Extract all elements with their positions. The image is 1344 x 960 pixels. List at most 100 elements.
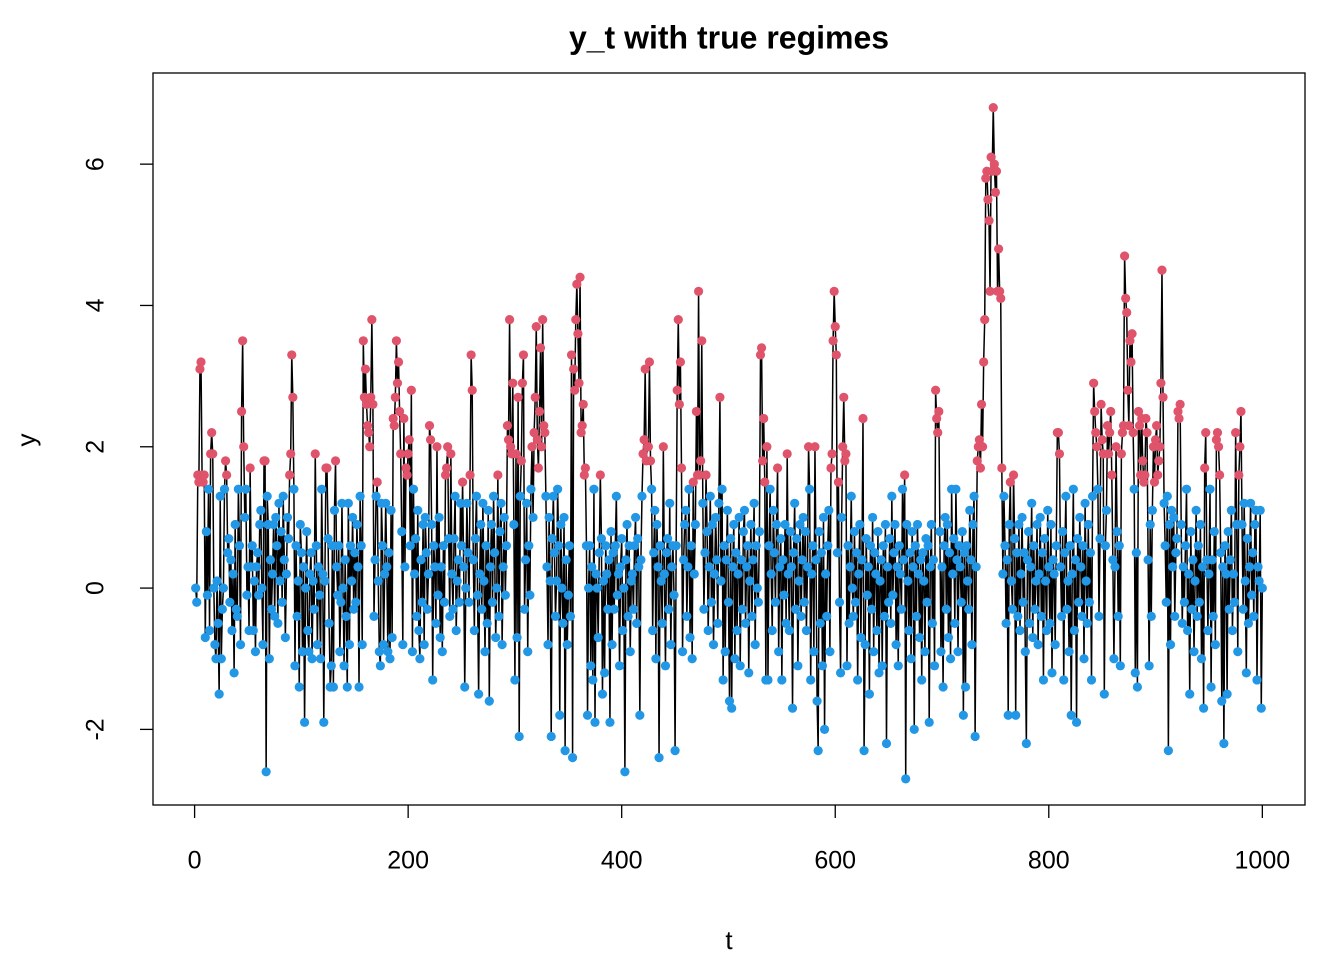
point xyxy=(806,675,816,685)
point xyxy=(626,576,636,586)
point xyxy=(1257,583,1267,593)
point xyxy=(338,583,348,593)
point xyxy=(459,562,469,572)
point xyxy=(1064,647,1074,657)
point xyxy=(488,491,499,501)
point xyxy=(486,519,497,530)
x-tick-label: 200 xyxy=(387,847,429,875)
point xyxy=(399,413,409,424)
point xyxy=(1187,604,1197,614)
point xyxy=(415,654,425,664)
point xyxy=(340,555,350,565)
point xyxy=(745,576,755,586)
point xyxy=(550,611,561,621)
point xyxy=(1071,717,1082,727)
point xyxy=(1048,555,1058,565)
point xyxy=(472,590,483,600)
point xyxy=(810,442,820,452)
point xyxy=(1080,498,1090,508)
point xyxy=(196,357,206,367)
point xyxy=(988,103,998,113)
point xyxy=(1074,597,1084,607)
point xyxy=(931,385,941,395)
point xyxy=(593,632,603,643)
point xyxy=(667,562,677,572)
point xyxy=(364,428,374,438)
point xyxy=(382,562,392,572)
point xyxy=(707,519,718,530)
point xyxy=(840,456,850,466)
point xyxy=(1085,548,1096,558)
point xyxy=(273,618,283,629)
point xyxy=(1212,428,1223,438)
point xyxy=(677,647,688,657)
point xyxy=(269,519,279,530)
point xyxy=(1044,562,1054,572)
point xyxy=(999,491,1009,501)
point xyxy=(755,350,766,360)
point xyxy=(509,519,519,530)
point xyxy=(652,519,662,530)
point xyxy=(546,731,556,742)
point xyxy=(443,442,453,452)
point xyxy=(779,590,789,600)
point xyxy=(736,555,746,565)
point xyxy=(490,548,500,558)
point xyxy=(288,392,298,402)
point xyxy=(468,555,478,565)
point xyxy=(351,597,361,607)
point xyxy=(800,526,810,537)
point xyxy=(1204,569,1214,579)
point xyxy=(1103,449,1114,459)
point xyxy=(679,555,689,565)
point xyxy=(808,541,818,551)
point xyxy=(1070,555,1081,565)
point xyxy=(494,611,504,621)
point xyxy=(424,420,435,431)
point xyxy=(1012,548,1022,558)
x-tick-label: 400 xyxy=(601,847,643,875)
point xyxy=(294,682,304,692)
point xyxy=(870,548,880,558)
point xyxy=(689,569,699,579)
point xyxy=(1248,548,1258,558)
point xyxy=(402,470,412,480)
point xyxy=(432,442,442,452)
point xyxy=(319,717,329,727)
point xyxy=(374,647,384,657)
point xyxy=(346,576,357,586)
point xyxy=(333,590,343,600)
point xyxy=(1112,526,1122,537)
point xyxy=(855,519,865,530)
point xyxy=(856,632,866,643)
point xyxy=(670,745,680,756)
point xyxy=(1154,456,1164,466)
point xyxy=(1066,710,1076,720)
point xyxy=(916,555,926,565)
point xyxy=(231,604,241,614)
point xyxy=(1227,625,1238,636)
point xyxy=(720,647,730,657)
point xyxy=(406,385,416,395)
point xyxy=(278,491,288,501)
point xyxy=(1160,541,1170,551)
point xyxy=(1148,442,1159,452)
point xyxy=(553,484,563,494)
point xyxy=(348,512,358,523)
point xyxy=(979,357,989,367)
point xyxy=(1143,555,1153,565)
point xyxy=(753,597,763,607)
point xyxy=(345,541,356,551)
point xyxy=(586,661,596,671)
point xyxy=(621,555,631,565)
point xyxy=(834,597,845,607)
point xyxy=(922,597,932,607)
point xyxy=(934,406,944,417)
point xyxy=(904,625,914,636)
point xyxy=(537,442,547,452)
point xyxy=(551,576,562,586)
point xyxy=(471,491,482,501)
point xyxy=(635,710,645,720)
point xyxy=(815,618,825,629)
point xyxy=(588,675,598,685)
